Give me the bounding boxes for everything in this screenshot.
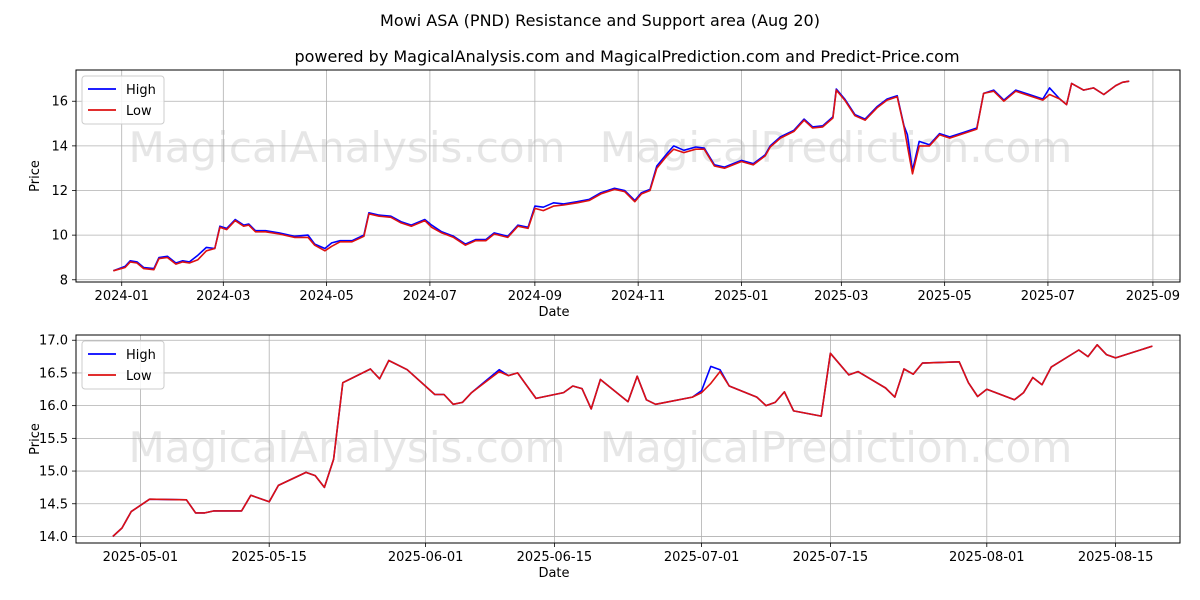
series-line-high	[113, 80, 1130, 272]
x-tick-label: 2025-07-15	[793, 550, 869, 565]
watermark-text: MagicalPrediction.com	[600, 423, 1073, 472]
series-line-low	[113, 80, 1130, 272]
x-tick-label: 2025-08-15	[1078, 550, 1154, 565]
x-tick-label: 2024-05	[299, 289, 353, 304]
y-tick-label: 8	[60, 273, 68, 288]
legend-label-low: Low	[126, 369, 152, 384]
x-tick-label: 2024-07	[403, 289, 457, 304]
x-tick-label: 2024-09	[508, 289, 562, 304]
x-tick-label: 2024-01	[95, 289, 149, 304]
plot-frame	[75, 69, 1181, 283]
x-tick-label: 2025-07-01	[664, 550, 740, 565]
y-tick-label: 15.5	[39, 432, 68, 447]
x-tick-label: 2025-05	[917, 289, 971, 304]
x-tick-label: 2025-09	[1126, 289, 1180, 304]
panel-recent: MagicalAnalysis.com MagicalPrediction.com…	[28, 334, 1181, 581]
watermark-text: MagicalAnalysis.com	[129, 423, 566, 472]
x-tick-label: 2025-03	[814, 289, 868, 304]
x-tick-label: 2025-05-15	[231, 550, 307, 565]
x-tick-label: 2025-06-15	[517, 550, 593, 565]
y-tick-label: 16.5	[39, 366, 68, 381]
legend-box	[81, 75, 165, 125]
x-tick-label: 2024-03	[196, 289, 250, 304]
y-tick-label: 17.0	[39, 334, 68, 349]
y-tick-label: 14.5	[39, 497, 68, 512]
chart-title: Mowi ASA (PND) Resistance and Support ar…	[380, 11, 820, 30]
y-axis-label: Price	[28, 160, 43, 192]
series-line-low	[112, 344, 1153, 538]
legend-label-high: High	[126, 348, 156, 363]
y-tick-label: 14.0	[39, 530, 68, 545]
panel-full-history: MagicalAnalysis.com MagicalPrediction.com…	[28, 69, 1181, 320]
legend-label-low: Low	[126, 104, 152, 119]
legend-box	[81, 340, 165, 390]
y-tick-label: 15.0	[39, 465, 68, 480]
x-tick-label: 2024-11	[611, 289, 665, 304]
y-tick-label: 14	[51, 139, 68, 154]
x-tick-label: 2025-06-01	[388, 550, 464, 565]
watermark-text: MagicalPrediction.com	[600, 123, 1073, 172]
x-tick-label: 2025-08-01	[949, 550, 1025, 565]
plot-frame	[75, 334, 1181, 544]
legend-label-high: High	[126, 83, 156, 98]
x-tick-label: 2025-01	[714, 289, 768, 304]
x-axis-label: Date	[538, 566, 569, 581]
x-tick-label: 2025-05-01	[103, 550, 179, 565]
chart-subtitle: powered by MagicalAnalysis.com and Magic…	[294, 47, 959, 66]
y-tick-label: 16	[51, 95, 68, 110]
x-tick-label: 2025-07	[1021, 289, 1075, 304]
watermark-text: MagicalAnalysis.com	[129, 123, 566, 172]
y-tick-label: 10	[51, 229, 68, 244]
y-tick-label: 16.0	[39, 399, 68, 414]
y-axis-label: Price	[28, 423, 43, 455]
x-axis-label: Date	[538, 305, 569, 320]
y-tick-label: 12	[51, 184, 68, 199]
